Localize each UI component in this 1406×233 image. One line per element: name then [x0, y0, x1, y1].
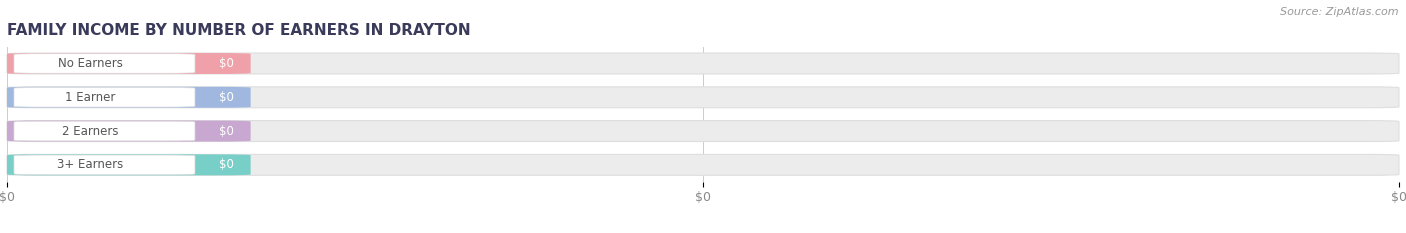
FancyBboxPatch shape [7, 121, 1399, 141]
FancyBboxPatch shape [7, 154, 1399, 175]
Text: $0: $0 [219, 158, 233, 171]
Text: $0: $0 [219, 57, 233, 70]
Text: No Earners: No Earners [58, 57, 122, 70]
Text: $0: $0 [219, 91, 233, 104]
FancyBboxPatch shape [7, 53, 250, 74]
FancyBboxPatch shape [14, 54, 195, 73]
FancyBboxPatch shape [7, 87, 1399, 108]
FancyBboxPatch shape [7, 87, 250, 108]
FancyBboxPatch shape [14, 121, 195, 141]
Text: FAMILY INCOME BY NUMBER OF EARNERS IN DRAYTON: FAMILY INCOME BY NUMBER OF EARNERS IN DR… [7, 24, 471, 38]
FancyBboxPatch shape [14, 155, 195, 175]
FancyBboxPatch shape [14, 87, 195, 107]
Text: Source: ZipAtlas.com: Source: ZipAtlas.com [1281, 7, 1399, 17]
Text: 2 Earners: 2 Earners [62, 125, 118, 137]
Text: $0: $0 [219, 125, 233, 137]
Text: 1 Earner: 1 Earner [65, 91, 115, 104]
FancyBboxPatch shape [7, 121, 250, 141]
FancyBboxPatch shape [7, 154, 250, 175]
FancyBboxPatch shape [7, 53, 1399, 74]
Text: 3+ Earners: 3+ Earners [58, 158, 124, 171]
